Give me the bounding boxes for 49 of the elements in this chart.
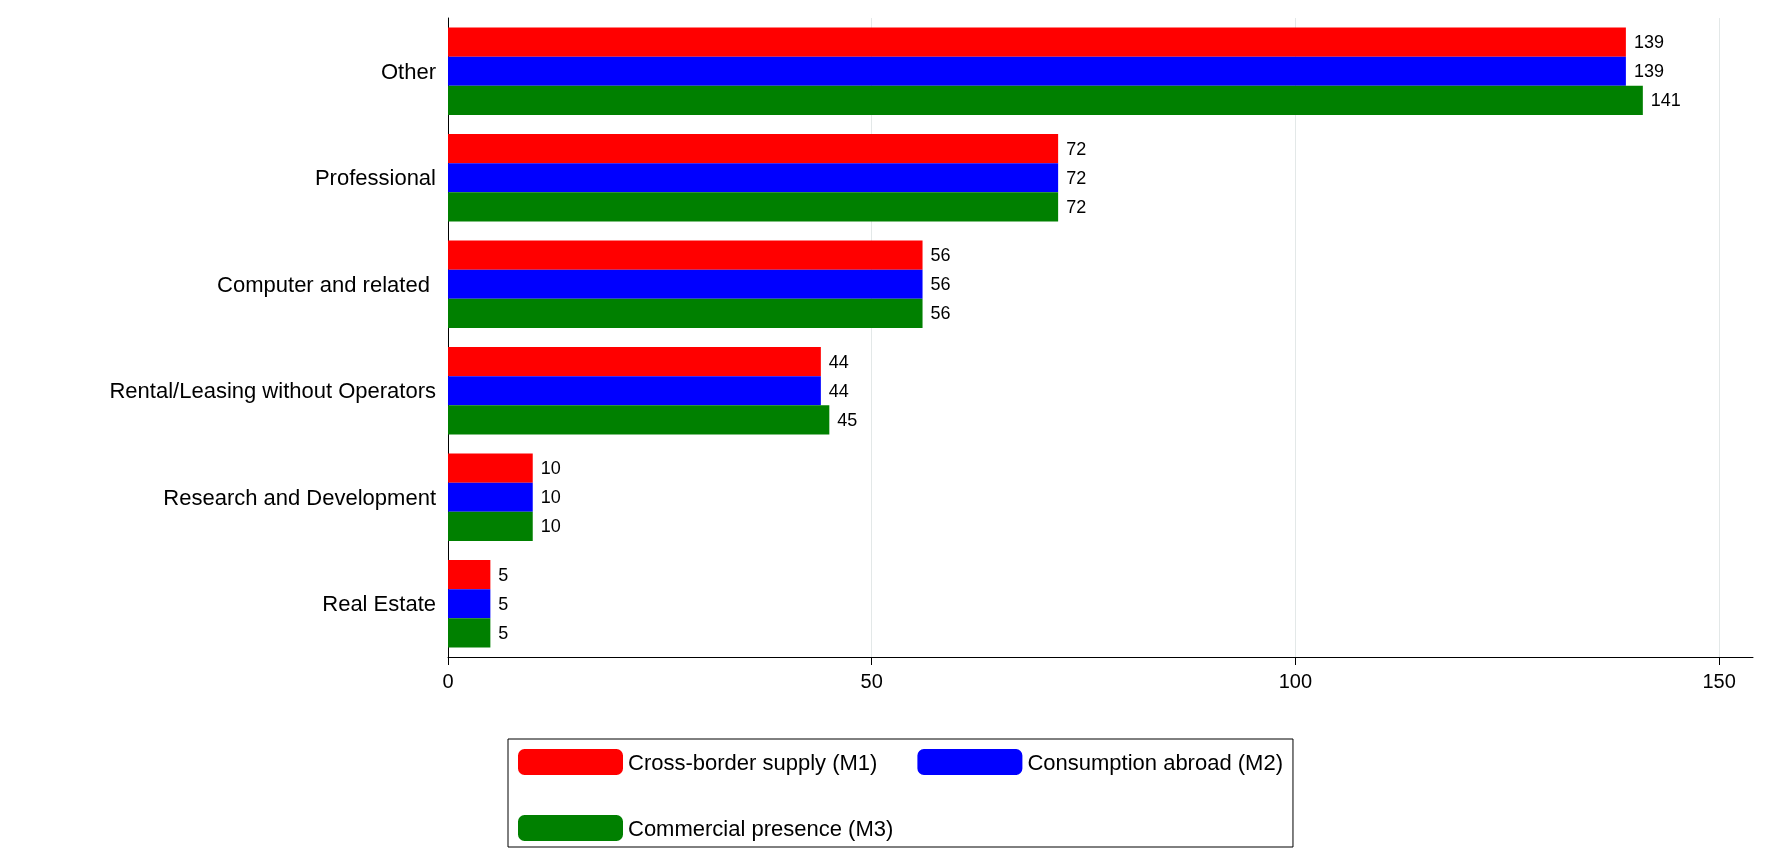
bar [448, 269, 923, 299]
data-label: 56 [930, 274, 951, 295]
data-label: 72 [1066, 138, 1087, 159]
bar [448, 405, 830, 435]
x-tick-label: 100 [1278, 670, 1313, 692]
bar [448, 240, 923, 270]
y-tick-label: Other [380, 58, 436, 84]
x-tick-label: 0 [442, 670, 454, 692]
bar [448, 85, 1643, 115]
x-tick-label: 150 [1702, 670, 1736, 692]
bar [448, 376, 821, 406]
y-tick-label: Rental/Leasing without Operators [109, 378, 436, 404]
data-label: 10 [540, 458, 561, 479]
y-tick-label: Real Estate [322, 591, 436, 617]
bar [448, 589, 491, 619]
data-label: 44 [828, 380, 849, 401]
data-label: 72 [1066, 196, 1087, 217]
data-label: 5 [498, 593, 509, 614]
bar [448, 453, 533, 483]
legend-label: Commercial presence (M3) [628, 815, 894, 841]
x-tick-label: 50 [860, 670, 883, 692]
data-label: 56 [930, 245, 951, 266]
data-label: 5 [498, 622, 509, 643]
bar [448, 298, 923, 328]
data-label: 5 [498, 564, 509, 585]
bar [448, 511, 533, 541]
data-label: 10 [540, 516, 561, 537]
legend-label: Consumption abroad (M2) [1027, 749, 1283, 775]
data-label: 56 [930, 303, 951, 324]
y-tick-label: Research and Development [163, 484, 436, 510]
y-tick-label: Computer and related [217, 271, 436, 297]
data-label: 139 [1633, 61, 1664, 82]
bar [448, 560, 491, 590]
bar [448, 134, 1059, 164]
bar [448, 618, 491, 648]
data-label: 45 [837, 409, 858, 430]
bar [448, 482, 533, 512]
y-tick-label: Professional [314, 165, 436, 191]
data-label: 141 [1650, 90, 1681, 111]
legend-label: Cross-border supply (M1) [628, 749, 878, 775]
data-label: 10 [540, 487, 561, 508]
bar [448, 347, 821, 377]
data-label: 44 [828, 351, 849, 372]
bar [448, 163, 1059, 193]
data-label: 72 [1066, 167, 1087, 188]
bar [448, 192, 1059, 222]
bar [448, 27, 1626, 57]
bar [448, 56, 1626, 86]
data-label: 139 [1633, 32, 1664, 53]
